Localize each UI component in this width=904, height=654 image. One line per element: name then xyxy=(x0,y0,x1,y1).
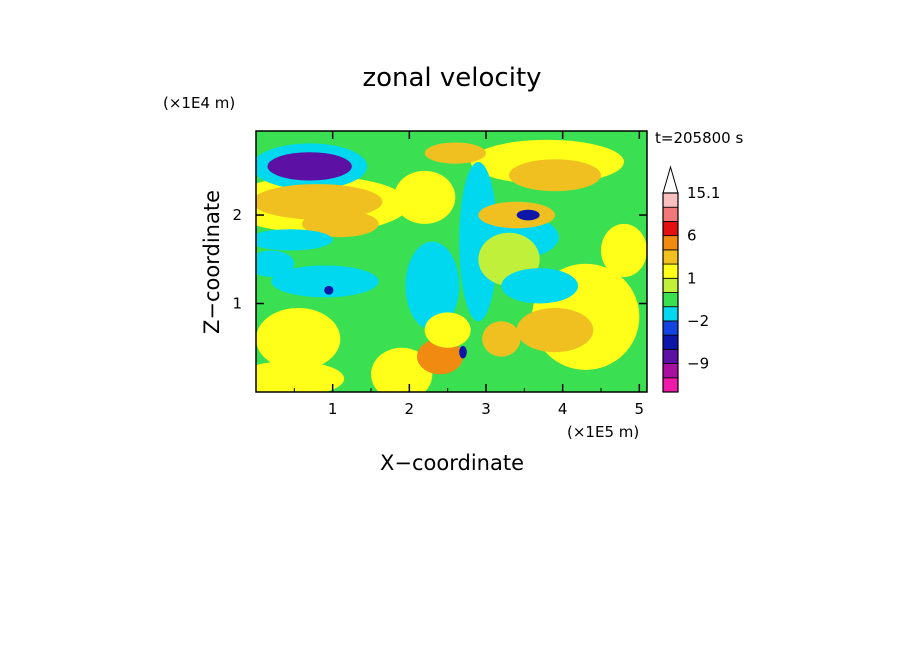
x-tick-label: 2 xyxy=(405,400,415,418)
y-axis-label: Z−coordinate xyxy=(200,190,224,334)
colorbar-level xyxy=(662,235,679,251)
x-axis: 1 2 3 4 5 xyxy=(293,131,645,418)
contour-field xyxy=(256,131,647,392)
colorbar-frame xyxy=(662,192,679,393)
plot-frame xyxy=(255,130,648,393)
contour-region xyxy=(516,209,540,221)
colorbar-tick-label: 6 xyxy=(687,227,697,245)
colorbar-tick-label: 15.1 xyxy=(687,184,720,202)
colorbar-level xyxy=(662,377,679,393)
colorbar-level xyxy=(662,249,679,265)
contour-region xyxy=(302,210,379,238)
x-tick-label: 1 xyxy=(328,400,338,418)
x-scale-label: (×1E5 m) xyxy=(567,423,639,441)
contour-region xyxy=(424,312,471,348)
colorbar-arrow xyxy=(662,165,679,194)
colorbar-level xyxy=(662,306,679,322)
x-tick-label: 3 xyxy=(481,400,491,418)
colorbar-level xyxy=(662,334,679,350)
colorbar-tick-label: −9 xyxy=(687,355,709,373)
colorbar-level xyxy=(662,277,679,293)
contour-region xyxy=(394,170,456,224)
y-tick-label: 1 xyxy=(232,295,242,313)
contour-region xyxy=(601,223,647,277)
contour-region xyxy=(256,361,345,392)
x-tick-label: 4 xyxy=(558,400,568,418)
contour-region xyxy=(271,265,379,298)
contour-region xyxy=(371,347,433,392)
contour-region xyxy=(501,268,578,304)
time-label: t=205800 s xyxy=(655,129,743,147)
contour-region xyxy=(424,142,487,164)
contour-region xyxy=(267,152,352,181)
contour-region xyxy=(459,345,467,359)
colorbar-tick-label: 1 xyxy=(687,269,697,287)
contour-region xyxy=(256,307,341,370)
colorbar-level xyxy=(662,221,679,237)
colorbar-level xyxy=(662,363,679,379)
colorbar-tick-label: −2 xyxy=(687,312,709,330)
contour-region xyxy=(256,250,295,277)
colorbar-level xyxy=(662,320,679,336)
contour-region xyxy=(256,184,383,220)
contour-region xyxy=(324,285,334,295)
contour-region xyxy=(516,307,594,353)
contour-region xyxy=(256,229,333,251)
contour-region xyxy=(482,321,521,357)
x-axis-label: X−coordinate xyxy=(380,451,524,475)
chart-title: zonal velocity xyxy=(362,63,541,93)
colorbar-level xyxy=(662,292,679,308)
colorbar-level xyxy=(662,192,679,208)
colorbar: 15.1 6 1 −2 −9 xyxy=(662,165,720,393)
colorbar-level xyxy=(662,348,679,364)
x-tick-label: 5 xyxy=(635,400,645,418)
colorbar-level xyxy=(662,263,679,279)
y-scale-label: (×1E4 m) xyxy=(163,94,235,112)
colorbar-level xyxy=(662,206,679,222)
y-axis: 12 xyxy=(232,206,647,313)
contour-region xyxy=(509,159,601,192)
contour-region xyxy=(405,241,460,331)
y-tick-label: 2 xyxy=(232,206,242,224)
contour-region xyxy=(417,338,463,375)
